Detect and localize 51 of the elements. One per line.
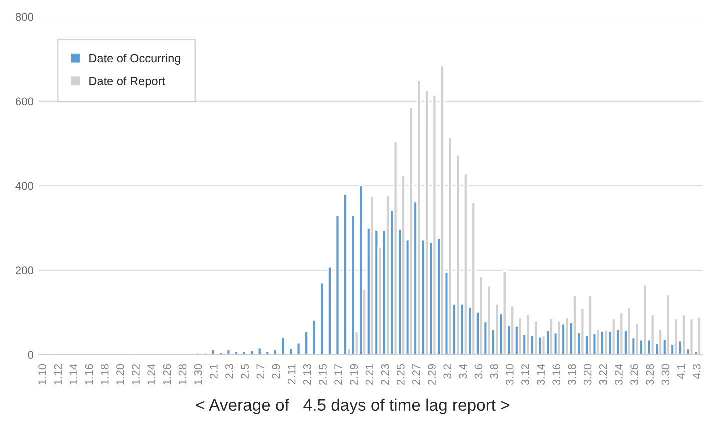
text: < Average of 4.5 days of time lag report > bbox=[196, 398, 510, 414]
legend-label: Date of Occurring bbox=[90, 54, 180, 65]
x-tick-label: 2.21 bbox=[366, 364, 374, 385]
x-tick-label: 3.12 bbox=[522, 364, 530, 386]
x-tick-label: 2.17 bbox=[334, 364, 342, 385]
x-tick-label: 2.11 bbox=[288, 364, 296, 384]
x-tick-label: 4.3 bbox=[692, 364, 701, 380]
legend-label: Date of Report bbox=[90, 76, 166, 88]
x-tick-label: 3.28 bbox=[646, 364, 654, 386]
x-tick-label: 1.26 bbox=[163, 364, 172, 385]
y-tick-label: 400 bbox=[16, 182, 34, 190]
x-tick-label: 3.24 bbox=[615, 364, 623, 386]
x-tick-label: 3.22 bbox=[599, 364, 608, 386]
x-tick-label: 1.10 bbox=[38, 364, 46, 385]
x-tick-label: 2.29 bbox=[428, 364, 436, 385]
x-tick-label: 1.16 bbox=[85, 364, 94, 385]
x-tick-label: 2.19 bbox=[350, 364, 358, 385]
x-tick-label: 3.20 bbox=[584, 364, 592, 386]
x-tick-label: 3.10 bbox=[506, 364, 514, 386]
x-tick-label: 2.1 bbox=[210, 364, 218, 379]
x-tick-label: 3.18 bbox=[568, 364, 576, 386]
y-tick-label: 800 bbox=[16, 13, 34, 22]
x-tick-label: 2.25 bbox=[396, 364, 405, 385]
x-tick-label: 2.7 bbox=[256, 364, 264, 379]
x-tick-label: 1.18 bbox=[100, 364, 109, 385]
x-tick-label: 1.22 bbox=[132, 364, 140, 385]
y-tick-label: 0 bbox=[28, 351, 34, 360]
x-tick-label: 1.14 bbox=[70, 364, 78, 385]
x-tick-label: 2.5 bbox=[241, 364, 250, 379]
x-tick-label: 2.23 bbox=[381, 364, 390, 385]
x-tick-label: 2.15 bbox=[319, 364, 327, 385]
x-tick-label: 2.3 bbox=[226, 364, 234, 379]
x-tick-label: 3.16 bbox=[552, 364, 561, 386]
x-tick-label: 1.28 bbox=[178, 364, 187, 385]
x-tick-label: 1.20 bbox=[116, 364, 124, 385]
x-tick-label: 1.24 bbox=[148, 364, 156, 385]
x-tick-label: 3.2 bbox=[444, 364, 452, 379]
x-tick-label: 4.1 bbox=[677, 364, 686, 380]
x-tick-label: 2.13 bbox=[303, 364, 312, 385]
x-tick-label: 3.30 bbox=[662, 364, 670, 386]
y-tick-label: 600 bbox=[16, 98, 34, 106]
x-tick-label: 1.12 bbox=[54, 364, 62, 385]
x-tick-label: 3.26 bbox=[630, 364, 638, 386]
x-tick-label: 3.8 bbox=[490, 364, 498, 379]
x-tick-label: 3.6 bbox=[474, 364, 483, 379]
x-tick-label: 3.4 bbox=[459, 364, 468, 379]
x-tick-label: 3.14 bbox=[537, 364, 545, 386]
x-tick-label: 2.27 bbox=[412, 364, 420, 385]
x-tick-label: 1.30 bbox=[194, 364, 202, 385]
x-tick-label: 2.9 bbox=[272, 364, 280, 379]
y-tick-label: 200 bbox=[16, 266, 34, 275]
